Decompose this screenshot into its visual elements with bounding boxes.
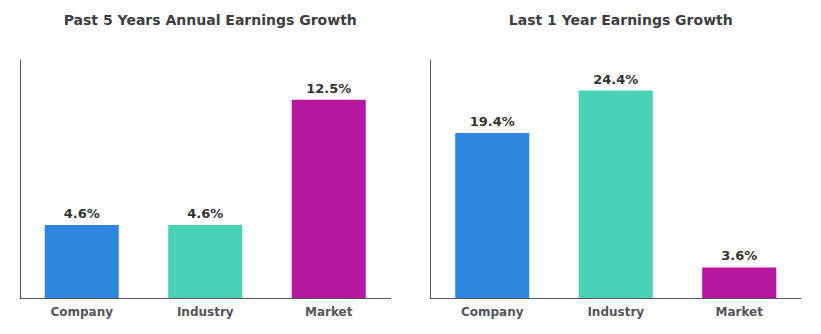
svg-text:24.4%: 24.4% [593,72,638,87]
svg-text:4.6%: 4.6% [187,206,223,221]
svg-text:Company: Company [461,305,524,319]
svg-text:Market: Market [305,305,353,319]
svg-text:3.6%: 3.6% [721,248,757,263]
svg-text:4.6%: 4.6% [64,206,100,221]
svg-text:Industry: Industry [177,305,234,319]
svg-text:Past 5 Years Annual Earnings G: Past 5 Years Annual Earnings Growth [64,12,357,28]
svg-text:12.5%: 12.5% [306,81,351,96]
svg-text:Company: Company [50,305,113,319]
svg-text:Market: Market [716,305,764,319]
svg-text:Last 1 Year Earnings Growth: Last 1 Year Earnings Growth [509,12,733,28]
svg-text:Industry: Industry [587,305,644,319]
svg-text:19.4%: 19.4% [470,114,515,129]
